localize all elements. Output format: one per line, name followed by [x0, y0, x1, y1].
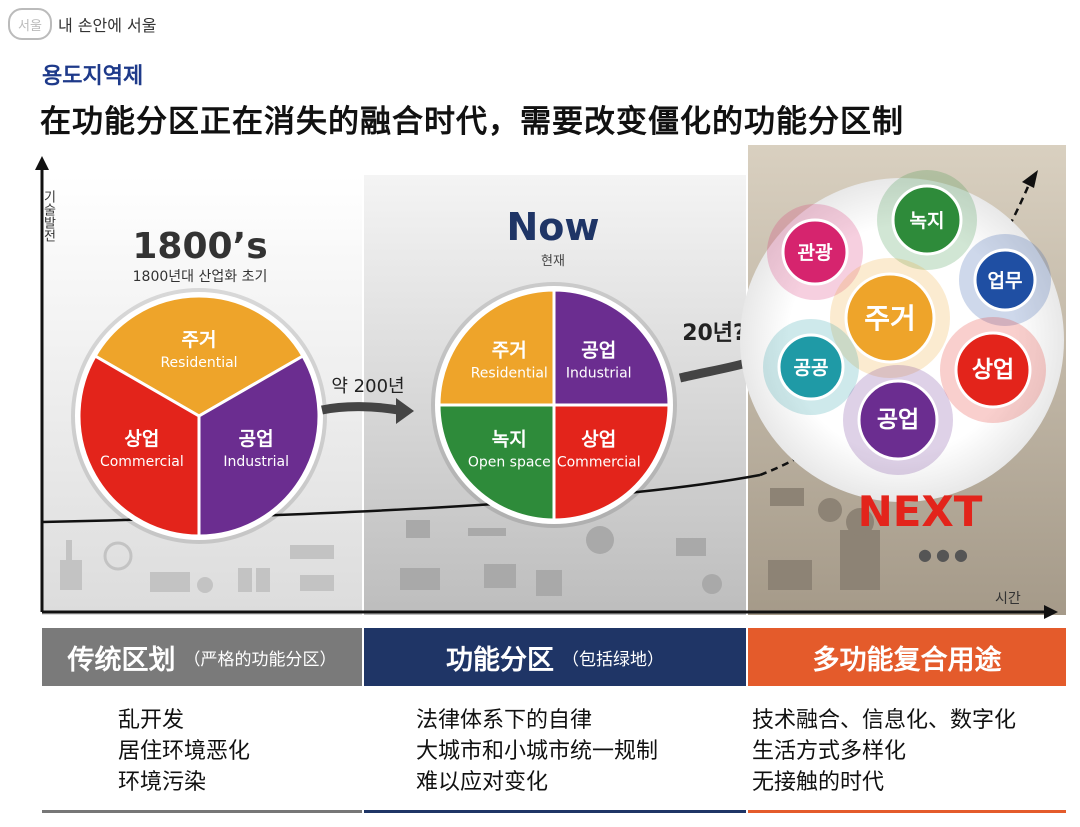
column-note: （严格的功能分区） [183, 649, 337, 670]
column-list-traditional: 乱开发 居住环境恶化 环境污染 [118, 705, 250, 798]
list-item: 居住环境恶化 [118, 739, 251, 764]
x-axis-label: 시간 [995, 591, 1021, 607]
era-1800-subtitle: 1800년대 산업화 초기 [133, 269, 268, 285]
list-item: 技术融合、信息化、数字化 [752, 708, 1017, 733]
column-title: 传统区划 [67, 644, 176, 676]
bubble-label: 주거 [864, 302, 916, 335]
bubble-label: 상업 [972, 357, 1014, 383]
pie-slice [437, 288, 556, 407]
era-1800-industry-icons [60, 540, 334, 593]
list-item: 环境污染 [118, 770, 207, 795]
era-next-title: NEXT [858, 487, 983, 536]
x-axis-arrow-icon [1044, 605, 1058, 619]
column-list-mixed-use: 技术融合、信息化、数字化 生活方式多样化 无接触的时代 [752, 705, 1016, 798]
bubble-label: 업무 [988, 270, 1023, 292]
era-1800-title: 1800’s [132, 226, 267, 267]
pie-slice-label: 주거 [492, 339, 527, 361]
list-item: 生活方式多样化 [752, 739, 907, 764]
section-title: 용도지역제 [42, 64, 144, 89]
growth-arrow-icon [1022, 170, 1038, 188]
list-item: 法律体系下的自律 [416, 708, 593, 733]
pie-slice [93, 294, 305, 418]
column-header-zoning: 功能分区 （包括绿地） [364, 628, 746, 686]
bubble [891, 184, 963, 256]
list-item: 无接触的时代 [752, 770, 885, 795]
pie-slice-label: 주거 [182, 329, 217, 351]
bubble [954, 331, 1032, 409]
pie-slice-sublabel: Industrial [223, 454, 289, 470]
pie-slice-label: 공업 [239, 428, 274, 450]
pie-1800: 주거 Residential 공업 Industrial 상업 Commercial [71, 288, 327, 544]
list-item: 乱开发 [118, 708, 185, 733]
list-item: 难以应对变化 [416, 770, 549, 795]
pie-slice-sublabel: Residential [471, 365, 548, 381]
pie-slice [437, 403, 556, 522]
pie-slice [197, 353, 321, 538]
era-next-future-icons [768, 488, 880, 590]
arrow-2-label: 20년? [682, 321, 746, 346]
bubble-label: 관광 [798, 242, 833, 264]
evolution-diagram: 기술발전 시간 1800’s 1800년대 산업화 초기 주거 Residenti… [35, 145, 1066, 619]
bottom-rule [748, 810, 1066, 813]
list-item: 大城市和小城市统一规制 [416, 739, 659, 764]
y-axis-arrow-icon [35, 156, 49, 170]
column-header-traditional: 传统区划 （严格的功能分区） [42, 628, 362, 686]
pie-slice-sublabel: Residential [160, 355, 237, 371]
bottom-rule [364, 810, 746, 813]
era-now-title: Now [506, 205, 599, 249]
column-note: （包括绿地） [562, 649, 664, 670]
bubble-label: 공공 [794, 357, 829, 379]
pie-slice-label: 공업 [581, 339, 616, 361]
column-list-zoning: 法律体系下的自律 大城市和小城市统一规制 难以应对变化 [416, 705, 658, 798]
bubble-label: 공업 [877, 407, 919, 433]
era-now-subtitle: 현재 [541, 254, 565, 269]
pie-slice-sublabel: Commercial [557, 455, 641, 471]
pie-slice-label: 상업 [124, 428, 159, 450]
bottom-rule [42, 810, 362, 813]
pie-slice [552, 288, 671, 407]
bubble [973, 248, 1037, 312]
column-header-mixed-use: 多功能复合用途 [748, 628, 1066, 686]
era-next-dots: ●●● [918, 545, 972, 564]
column-title: 功能分区 [446, 644, 554, 676]
logo-text: 내 손안에 서울 [58, 16, 157, 35]
pie-now: 주거 Residential 공업 Industrial 상업 Commercial 녹지 O… [431, 282, 677, 528]
bubble-label: 녹지 [910, 210, 945, 232]
bubble [844, 272, 936, 364]
arrow-1-head-icon [396, 398, 414, 424]
column-title: 多功能复合用途 [812, 644, 1002, 676]
logo-mark: 서울 [8, 8, 52, 40]
bubble [777, 333, 845, 401]
bubble [781, 218, 849, 286]
y-axis-label: 기술발전 [41, 190, 56, 242]
pie-slice [552, 403, 671, 522]
pie-slice-label: 상업 [581, 429, 616, 451]
pie-slice-label: 녹지 [492, 429, 527, 451]
logo: 서울 내 손안에 서울 [8, 8, 157, 40]
arrow-1 [321, 402, 399, 415]
pie-slice [77, 353, 201, 538]
arrow-1-label: 약 200년 [331, 376, 404, 397]
bubble [857, 379, 939, 461]
pie-slice-sublabel: Industrial [566, 365, 632, 381]
pie-slice-sublabel: Open space [468, 455, 551, 471]
era-now-technology-icons [400, 520, 722, 596]
headline: 在功能分区正在消失的融合时代，需要改变僵化的功能分区制 [40, 104, 904, 140]
pie-slice-sublabel: Commercial [100, 454, 184, 470]
